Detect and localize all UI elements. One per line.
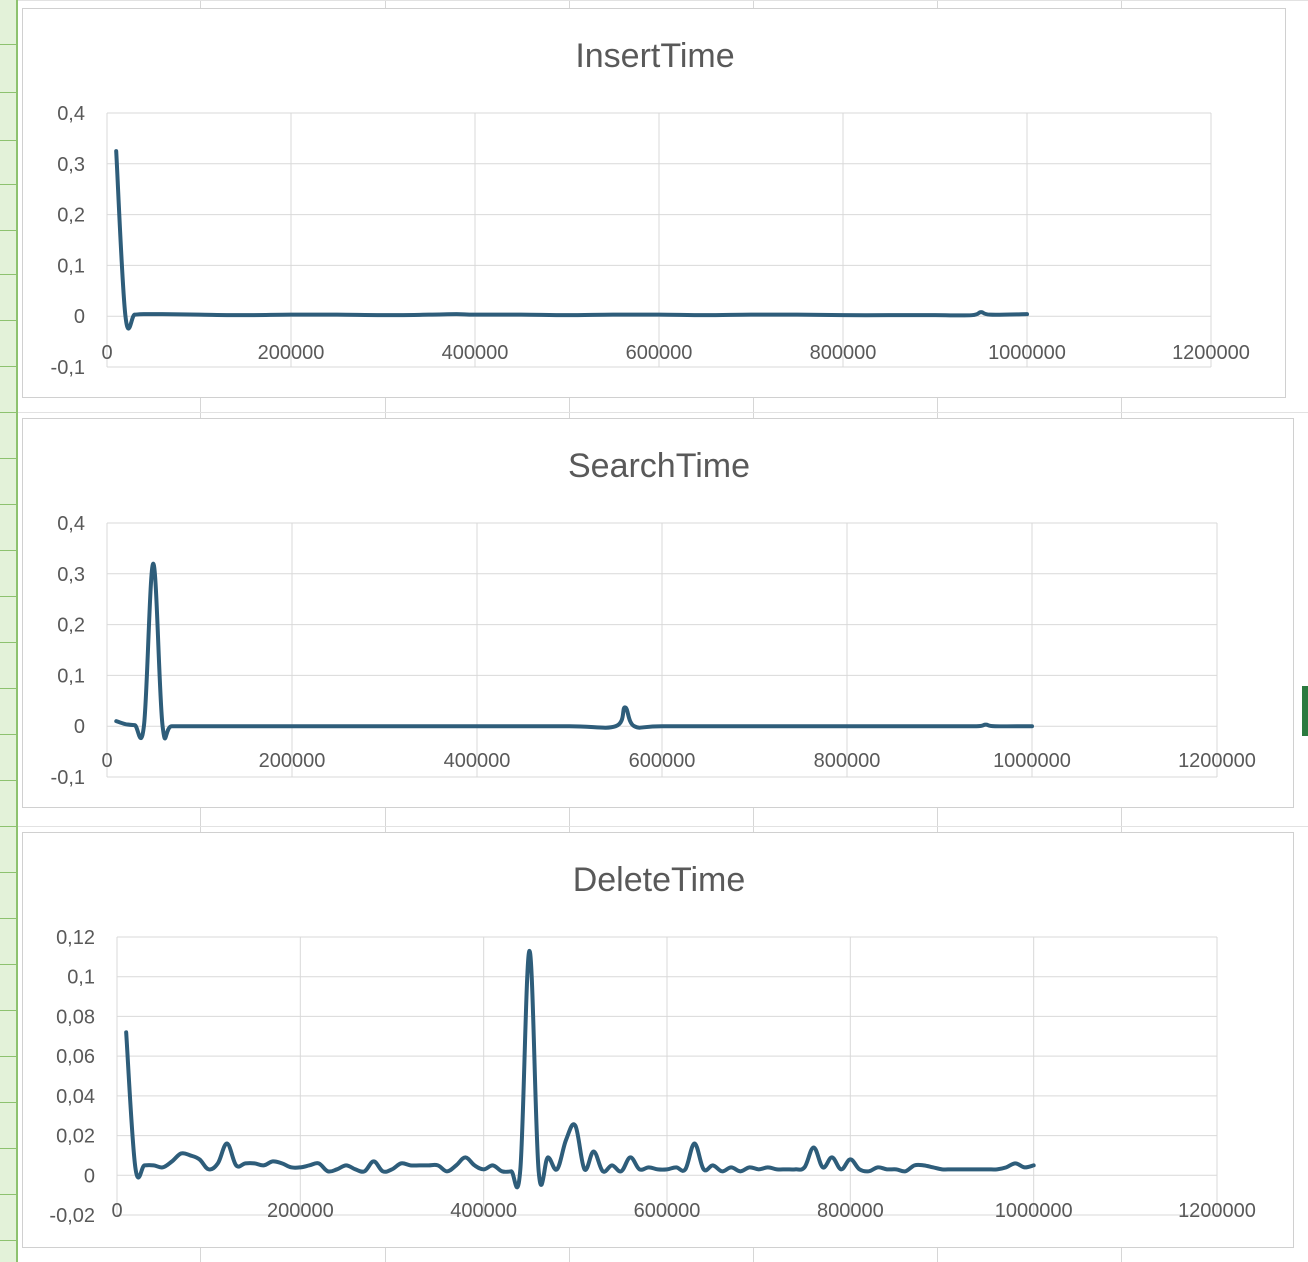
row-header-divider [0,688,16,689]
y-tick-label: -0,1 [51,767,85,789]
sheet-row-gridline [18,0,1308,1]
row-header-divider [0,780,16,781]
row-header-divider [0,230,16,231]
x-tick-label: 1000000 [993,750,1071,772]
y-tick-label: 0,4 [57,513,85,535]
row-header-divider [0,826,16,827]
y-tick-label: 0 [74,716,85,738]
row-header-divider [0,412,16,413]
chart-title: InsertTime [575,37,734,75]
search-time-chart[interactable]: SearchTime -0,1 0 0,1 0,2 0,3 0,4 0 200000 400000… [22,418,1294,808]
series-line [114,149,1029,331]
row-header-divider [0,1102,16,1103]
x-tick-label: 600000 [629,750,696,772]
x-tick-label: 1200000 [1178,1200,1256,1222]
x-tick-label: 0 [101,342,112,364]
row-header-column [0,0,18,1262]
chart-svg: SearchTime -0,1 0 0,1 0,2 0,3 0,4 0 200000 400000… [51,447,1256,789]
x-tick-label: 800000 [817,1200,884,1222]
y-tick-label: 0,1 [57,255,85,277]
x-tick-label: 800000 [810,342,877,364]
row-header-divider [0,550,16,551]
row-header-divider [0,184,16,185]
row-header-divider [0,1148,16,1149]
x-tick-label: 400000 [450,1200,517,1222]
y-tick-label: 0,2 [57,615,85,637]
sheet-row-gridline [18,826,1308,827]
sheet-row-gridline [18,412,1308,413]
selected-cell-edge-marker [1302,686,1308,736]
x-tick-label: 400000 [442,342,509,364]
y-tick-label: -0,02 [49,1205,95,1227]
y-tick-label: 0,4 [57,103,85,125]
row-header-divider [0,964,16,965]
row-header-divider [0,918,16,919]
insert-time-chart[interactable]: InsertTime -0,1 0 0,1 0,2 0,3 0,4 0 200000 400000… [22,8,1286,398]
x-tick-label: 800000 [814,750,881,772]
row-header-divider [0,140,16,141]
row-header-divider [0,1010,16,1011]
x-tick-label: 200000 [259,750,326,772]
row-header-divider [0,872,16,873]
row-header-divider [0,458,16,459]
x-tick-label: 600000 [634,1200,701,1222]
row-header-divider [0,366,16,367]
x-tick-label: 1200000 [1172,342,1250,364]
y-tick-label: 0,04 [56,1086,95,1108]
chart-svg: DeleteTime -0,02 0 0,02 0,04 0,06 0,08 0,1 0,12 0… [49,861,1256,1227]
y-tick-label: 0,1 [67,967,95,989]
x-tick-label: 1200000 [1178,750,1256,772]
y-tick-label: 0,12 [56,927,95,949]
row-header-divider [0,274,16,275]
row-header-divider [0,504,16,505]
x-tick-label: 200000 [267,1200,334,1222]
row-header-divider [0,44,16,45]
delete-time-chart[interactable]: DeleteTime -0,02 0 0,02 0,04 0,06 0,08 0,1 0,12 0… [22,832,1294,1248]
x-tick-label: 1000000 [995,1200,1073,1222]
chart-title: SearchTime [568,447,750,485]
row-header-divider [0,1194,16,1195]
y-tick-label: 0,3 [57,154,85,176]
y-tick-label: 0 [74,306,85,328]
row-header-divider [0,642,16,643]
x-tick-label: 0 [111,1200,122,1222]
x-tick-label: 600000 [626,342,693,364]
x-tick-label: 0 [101,750,112,772]
y-tick-label: -0,1 [51,357,85,379]
y-tick-label: 0,3 [57,564,85,586]
row-header-divider [0,92,16,93]
x-tick-label: 400000 [444,750,511,772]
x-tick-label: 1000000 [988,342,1066,364]
row-header-divider [0,1240,16,1241]
row-header-divider [0,1056,16,1057]
y-tick-label: 0,02 [56,1126,95,1148]
y-tick-label: 0,1 [57,665,85,687]
y-tick-label: 0,2 [57,205,85,227]
y-tick-label: 0 [84,1165,95,1187]
row-header-divider [0,596,16,597]
chart-title: DeleteTime [573,861,746,899]
row-header-divider [0,320,16,321]
row-header-divider [0,734,16,735]
chart-svg: InsertTime -0,1 0 0,1 0,2 0,3 0,4 0 200000 400000… [51,37,1250,379]
y-tick-label: 0,08 [56,1006,95,1028]
y-tick-label: 0,06 [56,1046,95,1068]
series-line [114,561,1034,741]
x-tick-label: 200000 [258,342,325,364]
series-line [124,948,1036,1190]
